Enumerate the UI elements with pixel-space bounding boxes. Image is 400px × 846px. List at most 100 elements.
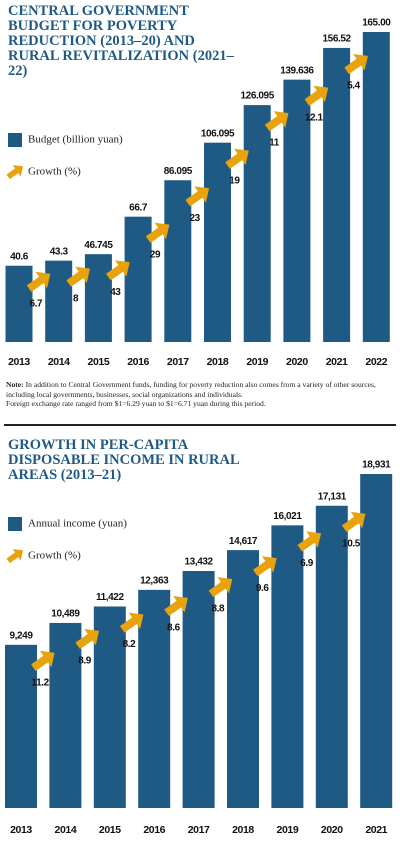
- growth-arrow: [119, 612, 144, 633]
- value-label: 10,489: [51, 609, 80, 620]
- note-text: In addition to Central Government funds,…: [6, 380, 376, 399]
- legend-label: Budget (billion yuan): [28, 134, 123, 146]
- x-tick-label: 2018: [232, 824, 254, 836]
- bar: [283, 79, 311, 343]
- bar: [138, 589, 171, 808]
- x-tick-label: 2019: [246, 356, 268, 368]
- growth-label: 10.5: [342, 538, 361, 549]
- value-label: 9,249: [9, 630, 33, 641]
- bar: [93, 606, 126, 808]
- growth-arrow: [208, 577, 233, 598]
- growth-arrow: [145, 222, 170, 243]
- growth-arrow: [297, 531, 322, 552]
- bar: [84, 254, 112, 342]
- growth-label: 43: [110, 287, 121, 298]
- bar: [227, 550, 259, 808]
- value-label: 14,617: [229, 536, 258, 547]
- x-tick-label: 2013: [8, 356, 30, 368]
- value-label: 165.00: [362, 18, 391, 29]
- bar: [164, 180, 192, 342]
- growth-arrow: [264, 111, 289, 132]
- x-tick-label: 2017: [167, 356, 189, 368]
- x-tick-label: 2020: [286, 356, 308, 368]
- bar: [323, 47, 351, 342]
- growth-arrow: [185, 186, 210, 207]
- growth-arrow: [344, 54, 368, 75]
- value-label: 18,931: [362, 460, 391, 471]
- growth-label: 8.8: [211, 604, 225, 615]
- x-tick-label: 2016: [127, 356, 149, 368]
- growth-arrow: [31, 650, 55, 671]
- growth-arrow: [341, 511, 366, 532]
- x-tick-label: 2022: [365, 356, 387, 368]
- growth-label: 9.6: [256, 583, 270, 594]
- x-tick-label: 2016: [143, 824, 165, 836]
- value-label: 126.095: [241, 91, 275, 102]
- x-tick-label: 2019: [277, 824, 299, 836]
- value-label: 40.6: [10, 251, 29, 262]
- growth-label: 12.1: [305, 112, 324, 123]
- x-tick-label: 2021: [365, 824, 387, 836]
- bar: [362, 32, 390, 342]
- value-label: 13,432: [185, 557, 214, 568]
- growth-arrow: [106, 260, 130, 281]
- value-label: 17,131: [318, 491, 347, 502]
- x-tick-label: 2017: [188, 824, 210, 836]
- legend-swatch: [8, 517, 22, 531]
- x-tick-label: 2015: [99, 824, 121, 836]
- note-text: Foreign exchange rate ranged from $1=6.2…: [6, 399, 266, 408]
- growth-arrow: [75, 629, 100, 650]
- legend-label: Annual income (yuan): [28, 518, 127, 530]
- x-tick-label: 2015: [88, 356, 110, 368]
- value-label: 16,021: [273, 511, 302, 522]
- growth-label: 11.2: [32, 677, 50, 688]
- bar: [243, 105, 271, 343]
- chart-title: Central Government Budget for Poverty Re…: [8, 3, 234, 79]
- value-label: 139.636: [280, 65, 314, 76]
- legend-label: Growth (%): [28, 550, 81, 562]
- x-tick-label: 2020: [321, 824, 343, 836]
- x-tick-label: 2014: [48, 356, 70, 368]
- x-tick-label: 2013: [10, 824, 32, 836]
- growth-label: 8.2: [123, 639, 137, 650]
- growth-label: 6.7: [29, 298, 43, 309]
- legend-arrow: [6, 549, 24, 564]
- x-tick-label: 2018: [207, 356, 229, 368]
- growth-arrow: [66, 266, 91, 287]
- legend-swatch: [8, 133, 22, 147]
- value-label: 106.095: [201, 128, 235, 139]
- bar: [360, 474, 393, 808]
- x-tick-label: 2014: [55, 824, 77, 836]
- bar: [45, 260, 73, 342]
- growth-label: 5.4: [347, 81, 361, 92]
- bar: [182, 571, 215, 808]
- growth-label: 11: [269, 138, 280, 149]
- value-label: 12,363: [140, 576, 169, 587]
- x-tick-label: 2021: [326, 356, 348, 368]
- value-label: 156.52: [323, 34, 352, 45]
- growth-arrow: [26, 271, 51, 292]
- growth-arrow: [304, 85, 329, 106]
- value-label: 11,422: [96, 592, 124, 603]
- growth-arrow: [253, 556, 277, 577]
- bar: [204, 142, 231, 342]
- growth-arrow: [225, 148, 249, 169]
- growth-label: 29: [150, 249, 161, 260]
- bar: [5, 265, 33, 342]
- growth-arrow: [164, 595, 188, 617]
- bar: [5, 644, 37, 808]
- chart-title: Growth in Per-Capita Disposable Income i…: [8, 437, 239, 483]
- legend-arrow: [6, 165, 24, 180]
- growth-label: 8.6: [167, 623, 181, 634]
- value-label: 43.3: [50, 246, 69, 257]
- growth-label: 8: [73, 293, 79, 304]
- bar: [315, 505, 348, 808]
- growth-label: 6.9: [300, 558, 314, 569]
- note: Note: In addition to Central Government …: [6, 380, 394, 409]
- separator: [4, 424, 396, 426]
- growth-label: 23: [189, 213, 200, 224]
- growth-label: 19: [229, 175, 240, 186]
- growth-label: 8.9: [78, 656, 92, 667]
